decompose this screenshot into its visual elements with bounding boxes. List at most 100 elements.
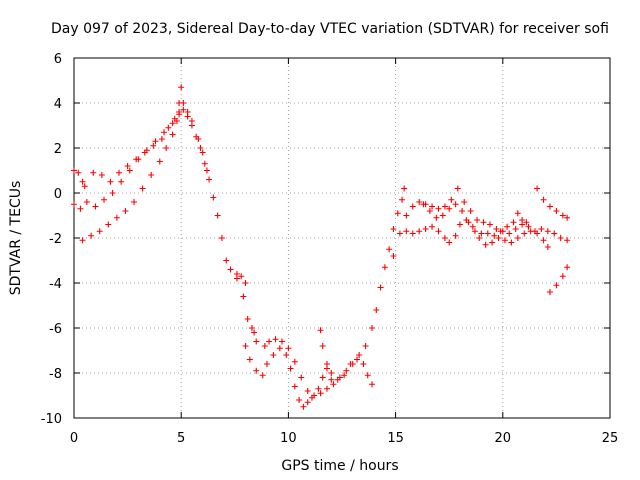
data-point — [197, 145, 204, 151]
data-point — [519, 217, 526, 223]
data-point — [266, 338, 273, 345]
data-point — [77, 205, 84, 212]
data-point — [263, 361, 270, 367]
data-point — [105, 221, 112, 228]
data-point — [218, 235, 225, 241]
data-point — [354, 356, 361, 363]
data-point — [248, 325, 255, 331]
data-point — [439, 212, 446, 219]
data-point — [433, 214, 440, 221]
data-point — [390, 253, 397, 259]
data-point — [126, 167, 133, 174]
data-point — [287, 365, 294, 372]
data-point — [291, 358, 298, 365]
data-point — [394, 210, 401, 217]
data-point — [113, 214, 120, 221]
data-point — [323, 361, 330, 367]
data-point — [334, 376, 341, 383]
data-point — [506, 230, 513, 237]
data-point — [486, 221, 493, 228]
data-point — [156, 158, 163, 165]
data-point — [278, 338, 285, 345]
data-point — [116, 169, 123, 176]
data-point — [557, 235, 564, 241]
data-point — [399, 196, 406, 203]
data-point — [223, 257, 230, 264]
data-point — [71, 201, 77, 208]
series-arc-1 — [71, 106, 249, 286]
data-point — [476, 235, 483, 241]
data-point — [493, 226, 500, 232]
data-point — [523, 219, 530, 226]
data-point — [512, 226, 519, 232]
data-point — [158, 136, 165, 142]
series-arc-6 — [242, 185, 408, 410]
data-point — [422, 226, 429, 232]
data-point — [429, 223, 436, 230]
data-point — [317, 390, 324, 397]
series-arc-9 — [390, 185, 530, 259]
data-point — [148, 172, 155, 178]
data-point — [403, 228, 410, 235]
data-point — [291, 383, 298, 390]
data-point — [534, 185, 541, 192]
data-point — [377, 284, 384, 291]
x-tick-label: 10 — [280, 431, 297, 446]
series-arc-2 — [71, 167, 88, 190]
data-point — [330, 381, 337, 388]
data-point — [176, 109, 183, 115]
data-point — [459, 208, 466, 214]
data-point — [465, 219, 472, 226]
data-point — [296, 397, 303, 403]
data-point — [253, 367, 260, 374]
data-point — [285, 345, 292, 352]
data-point — [276, 345, 283, 352]
data-point — [504, 223, 511, 230]
data-point — [152, 138, 159, 145]
data-point — [195, 136, 202, 142]
y-tick-label: 4 — [54, 97, 62, 112]
data-point — [469, 223, 476, 230]
data-point — [246, 356, 253, 363]
data-point — [461, 199, 468, 205]
data-point — [540, 237, 547, 244]
data-point — [426, 208, 433, 214]
data-point — [227, 266, 234, 273]
data-point — [416, 199, 423, 205]
data-point — [546, 289, 553, 295]
x-tick-label: 0 — [70, 431, 78, 446]
data-point — [362, 343, 369, 349]
data-point — [323, 385, 330, 392]
data-point — [564, 264, 571, 271]
data-point — [441, 235, 448, 241]
data-point — [79, 178, 86, 185]
data-point — [341, 372, 348, 379]
data-point — [369, 325, 376, 331]
data-point — [176, 100, 183, 106]
data-point — [261, 343, 268, 349]
data-point — [109, 190, 116, 196]
data-point — [79, 237, 86, 244]
data-point — [525, 223, 532, 230]
data-point — [343, 367, 350, 374]
data-point — [452, 201, 459, 208]
data-point — [270, 352, 277, 358]
data-point — [141, 149, 148, 156]
y-tick-label: -10 — [41, 412, 62, 427]
data-point — [210, 194, 217, 201]
data-point — [98, 172, 105, 178]
data-point — [403, 212, 410, 219]
data-point — [122, 208, 129, 214]
series-arc-8 — [317, 327, 335, 383]
data-point — [240, 293, 247, 300]
data-point — [373, 307, 380, 313]
data-point — [169, 120, 176, 127]
data-point — [251, 329, 258, 336]
x-tick-label: 20 — [495, 431, 512, 446]
data-point — [489, 239, 496, 246]
data-point — [124, 163, 131, 169]
data-point — [203, 167, 210, 174]
data-point — [161, 129, 168, 136]
data-point — [328, 376, 335, 383]
